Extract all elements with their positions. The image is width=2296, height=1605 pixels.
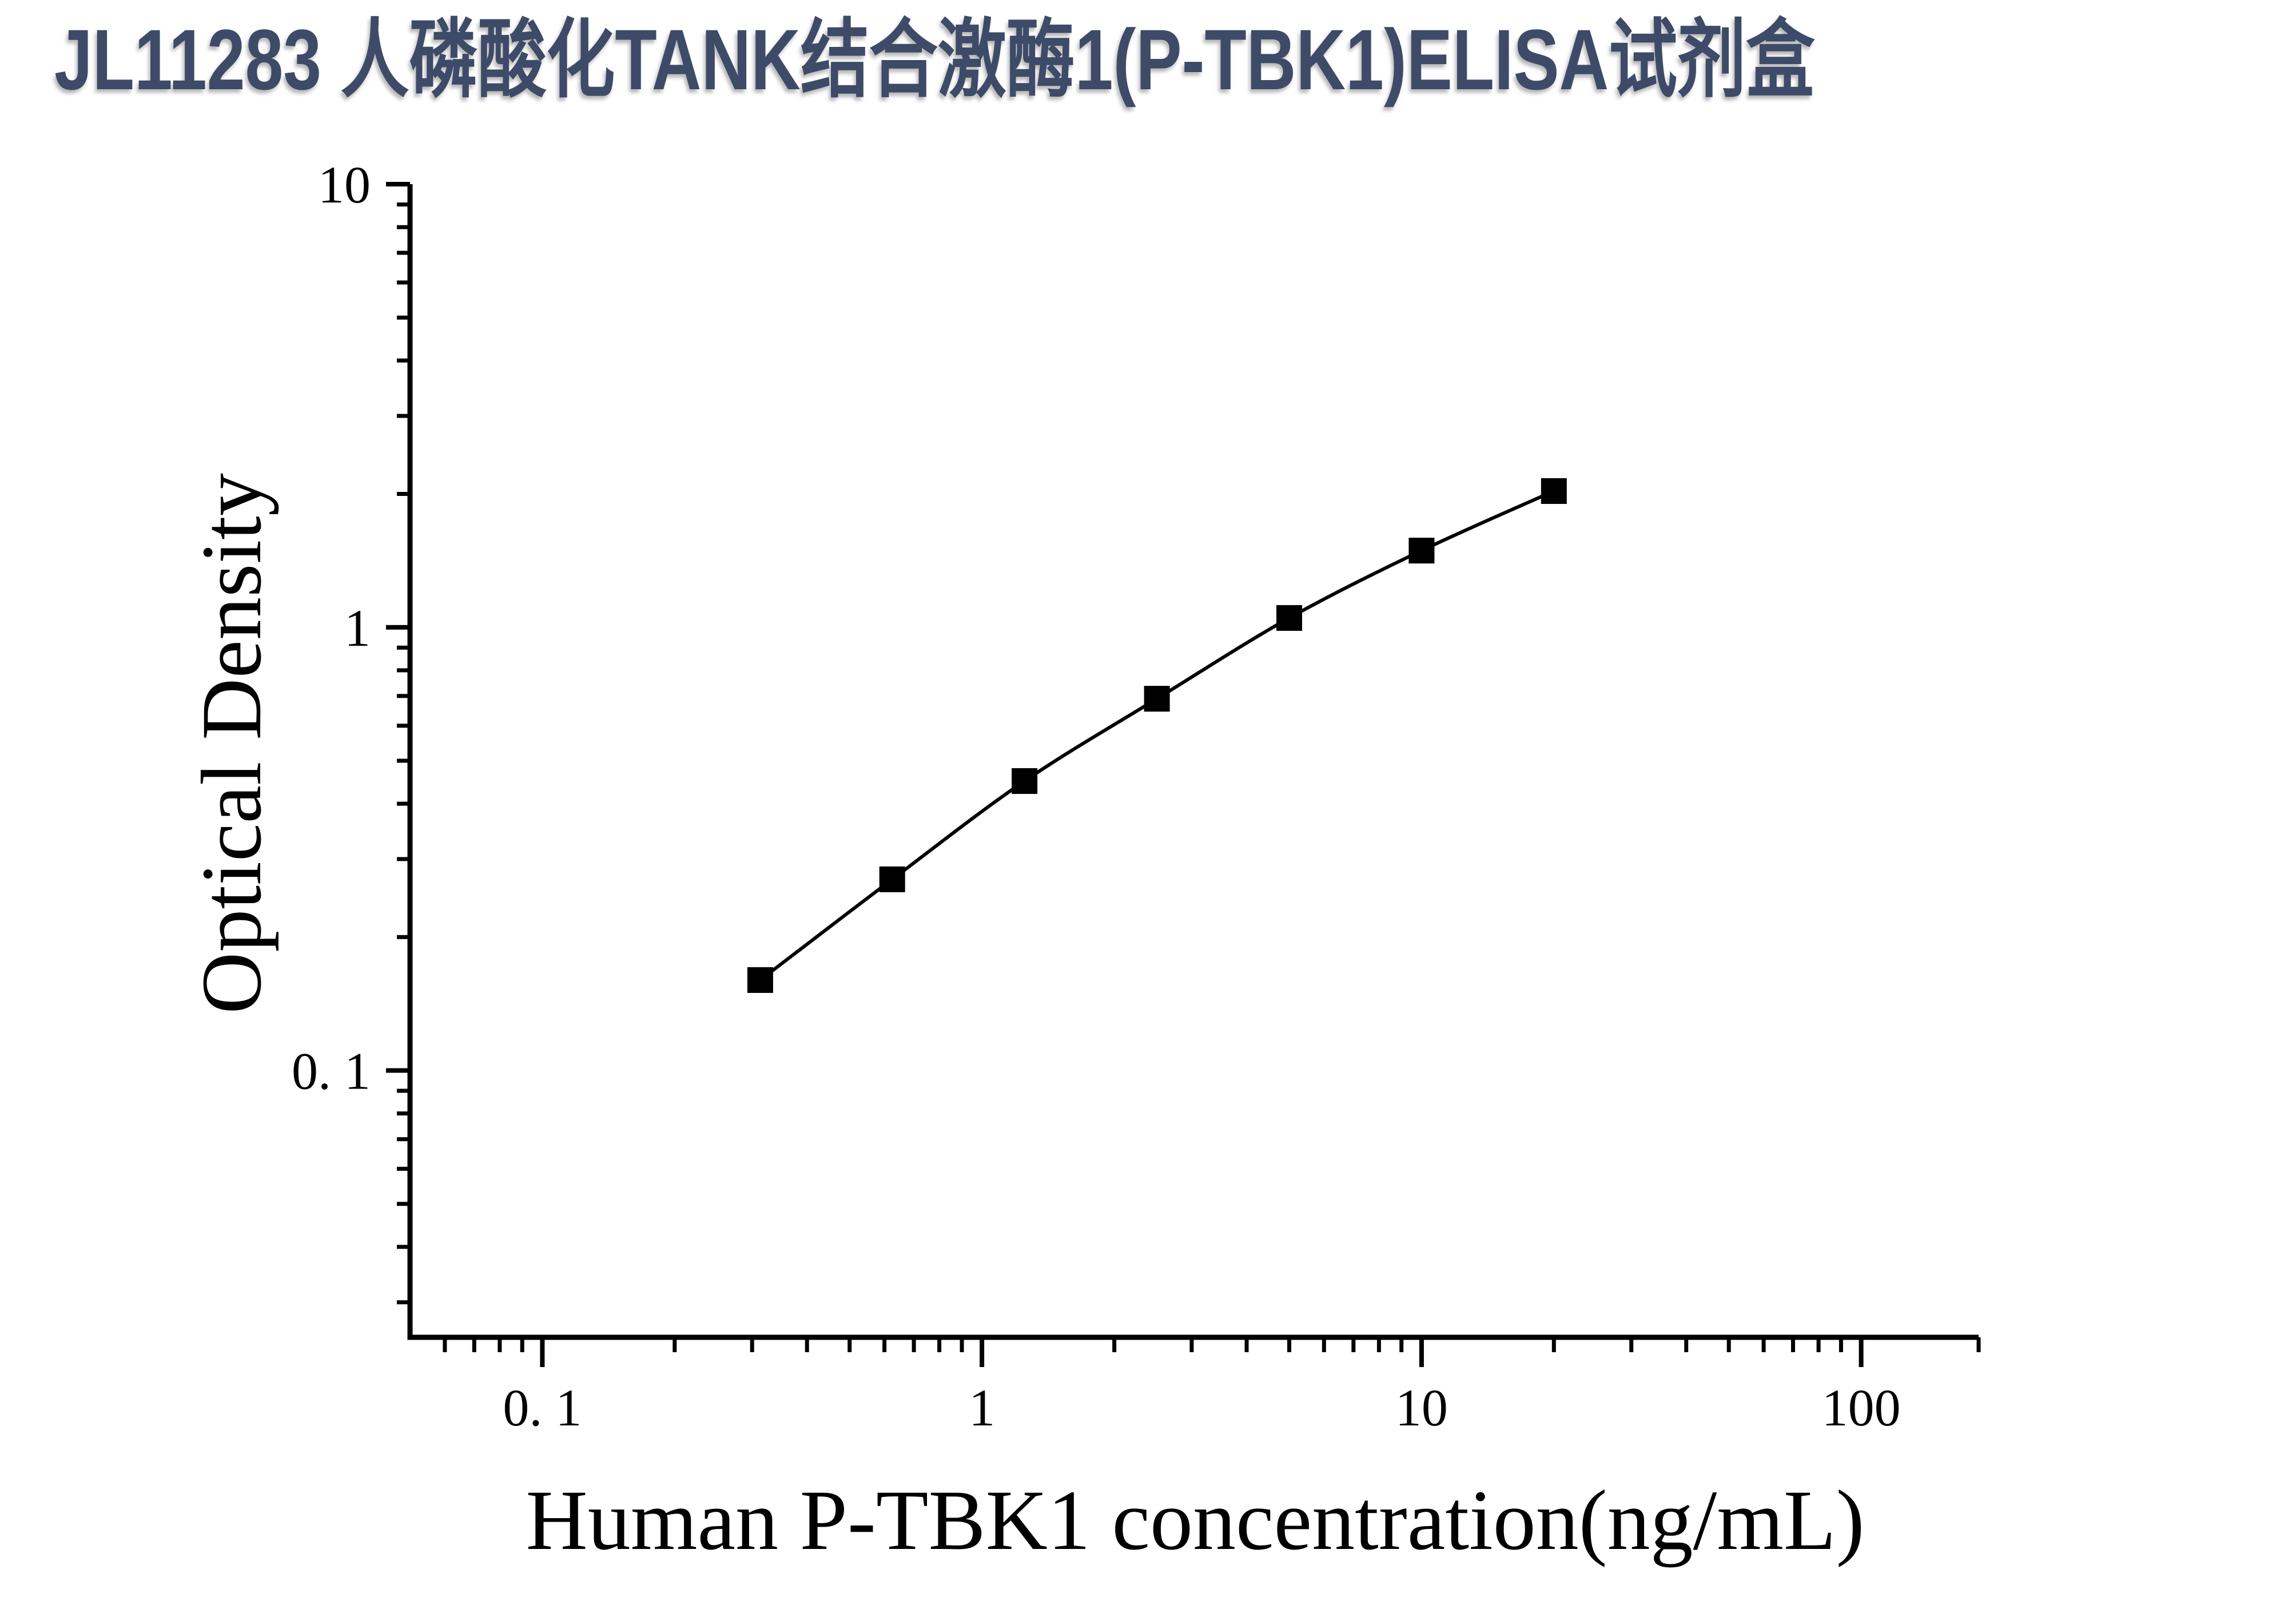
data-point-marker — [879, 866, 905, 892]
y-tick-label: 1 — [344, 599, 371, 657]
x-axis-title: Human P-TBK1 concentration(ng/mL) — [526, 1473, 1865, 1568]
x-tick-label: 100 — [1822, 1378, 1901, 1437]
data-point-marker — [1276, 605, 1302, 631]
data-point-marker — [1012, 768, 1038, 794]
standard-curve-line — [759, 489, 1555, 982]
data-point-marker — [1144, 686, 1170, 712]
x-tick-label: 1 — [969, 1378, 995, 1437]
y-axis-title: Optical Density — [184, 473, 279, 1014]
x-tick-label: 10 — [1395, 1378, 1448, 1437]
y-tick-label: 0. 1 — [292, 1042, 371, 1101]
x-tick-label: 0. 1 — [503, 1378, 582, 1437]
data-point-marker — [747, 967, 773, 993]
axis-frame — [407, 184, 1979, 1340]
page-title: JL11283 人磷酸化TANK结合激酶1(P-TBK1)ELISA试剂盒 — [54, 11, 1815, 108]
y-tick-label: 10 — [318, 156, 371, 214]
data-point-marker — [1541, 478, 1567, 504]
data-point-marker — [1408, 538, 1435, 564]
